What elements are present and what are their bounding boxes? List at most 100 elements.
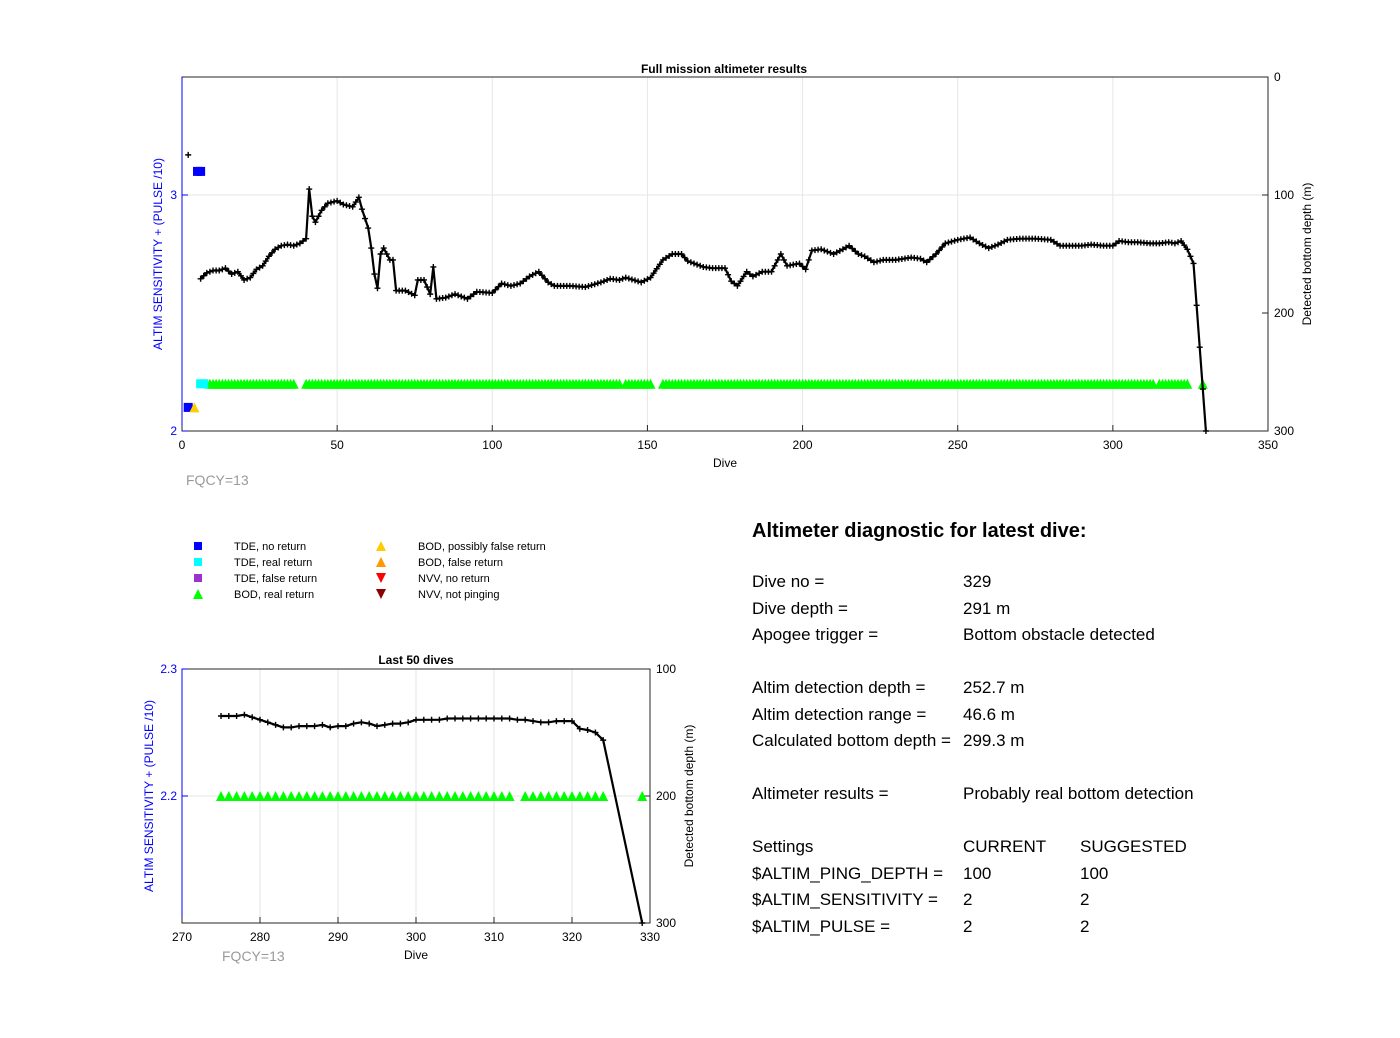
depth-point <box>265 253 272 260</box>
depth-point <box>355 194 362 201</box>
depth-point <box>470 291 477 298</box>
depth-point <box>545 279 552 286</box>
x-tick-label: 350 <box>1258 438 1278 452</box>
dive-no-value: 329 <box>963 572 992 591</box>
depth-point <box>982 243 989 250</box>
depth-point <box>458 293 465 300</box>
depth-point <box>253 266 260 273</box>
depth-point <box>976 240 983 247</box>
bod-real-return-marker <box>418 791 429 801</box>
legend-label: BOD, real return <box>234 589 314 601</box>
depth-point <box>839 246 846 253</box>
depth-point <box>628 276 635 283</box>
depth-point <box>290 242 297 249</box>
full-mission-chart: Full mission altimeter results 0 50 100 150… <box>151 62 1314 488</box>
depth-point <box>638 279 645 286</box>
depth-point <box>867 257 874 264</box>
depth-point <box>749 273 756 280</box>
depth-point <box>1196 344 1203 351</box>
depth-point <box>498 715 505 722</box>
depth-point <box>818 246 825 253</box>
depth-point <box>1193 302 1200 309</box>
setting-name: $ALTIM_PING_DEPTH = <box>752 863 943 883</box>
y-tick-label-left: 2.2 <box>160 789 177 803</box>
depth-point <box>280 724 287 731</box>
depth-point <box>249 714 256 721</box>
tde-real-return-marker <box>199 379 209 389</box>
depth-point <box>585 283 592 290</box>
depth-point <box>405 719 412 726</box>
dive-no-row: Dive no = 329 <box>752 569 1352 596</box>
det-depth-row: Altim detection depth = 252.7 m <box>752 675 1352 702</box>
depth-point <box>979 241 986 248</box>
depth-point <box>526 273 533 280</box>
depth-point <box>362 215 369 222</box>
depth-point <box>591 281 598 288</box>
setting-row: $ALTIM_PING_DEPTH = 100 100 <box>752 861 1352 888</box>
bod-real-return-marker <box>247 791 258 801</box>
depth-point <box>237 272 244 279</box>
depth-point <box>619 275 626 282</box>
depth-point <box>616 276 623 283</box>
depth-point <box>684 258 691 265</box>
depth-point <box>303 235 310 242</box>
depth-point <box>737 278 744 285</box>
legend-marker <box>194 558 202 566</box>
depth-point <box>1181 242 1188 249</box>
bod-real-return-marker <box>395 791 406 801</box>
depth-point <box>206 268 213 275</box>
depth-point <box>200 272 207 279</box>
depth-point <box>777 251 784 257</box>
setting-row: $ALTIM_SENSITIVITY = 2 2 <box>752 887 1352 914</box>
depth-point <box>1054 240 1061 247</box>
bod-possibly-false-marker <box>189 402 200 413</box>
bod-real-return-marker <box>270 791 281 801</box>
depth-point <box>874 258 881 265</box>
bod-real-return-marker <box>598 791 609 801</box>
depth-point <box>756 270 763 277</box>
depth-point <box>241 276 248 283</box>
depth-point <box>506 715 513 722</box>
depth-point <box>600 278 607 285</box>
depth-point <box>1047 236 1054 243</box>
x-tick-label: 100 <box>482 438 502 452</box>
depth-point <box>846 242 853 249</box>
depth-point <box>225 712 232 719</box>
depth-point <box>216 267 223 274</box>
bod-real-return-marker <box>239 791 250 801</box>
depth-point <box>973 238 980 245</box>
depth-point <box>514 281 521 288</box>
apogee-row: Apogee trigger = Bottom obstacle detected <box>752 622 1352 649</box>
legend-marker <box>193 589 203 599</box>
depth-point <box>293 241 300 248</box>
depth-point <box>725 271 732 278</box>
depth-point <box>327 724 334 731</box>
depth-point <box>321 203 328 210</box>
depth-point <box>464 295 471 302</box>
bod-real-return-marker <box>567 791 577 801</box>
depth-point <box>218 712 224 719</box>
bod-real-return-marker <box>559 791 570 801</box>
depth-point <box>498 280 505 287</box>
bod-real-return-marker <box>317 791 328 801</box>
depth-point <box>467 715 474 722</box>
depth-point <box>231 269 238 276</box>
depth-point <box>377 251 384 257</box>
results-value: Probably real bottom detection <box>963 784 1194 803</box>
depth-point <box>522 716 529 723</box>
legend-label: TDE, real return <box>234 557 312 569</box>
det-range-row: Altim detection range = 46.6 m <box>752 702 1352 729</box>
apogee-value: Bottom obstacle detected <box>963 625 1155 644</box>
depth-point <box>319 721 326 728</box>
depth-point <box>917 255 924 262</box>
current-header: CURRENT <box>963 837 1047 856</box>
depth-point <box>864 255 871 262</box>
depth-point <box>833 249 840 256</box>
depth-point <box>877 257 884 264</box>
depth-point <box>858 252 865 259</box>
depth-point <box>445 293 452 300</box>
depth-point <box>951 237 958 244</box>
bod-real-return-marker <box>582 791 593 801</box>
bod-real-return-marker <box>309 791 320 801</box>
